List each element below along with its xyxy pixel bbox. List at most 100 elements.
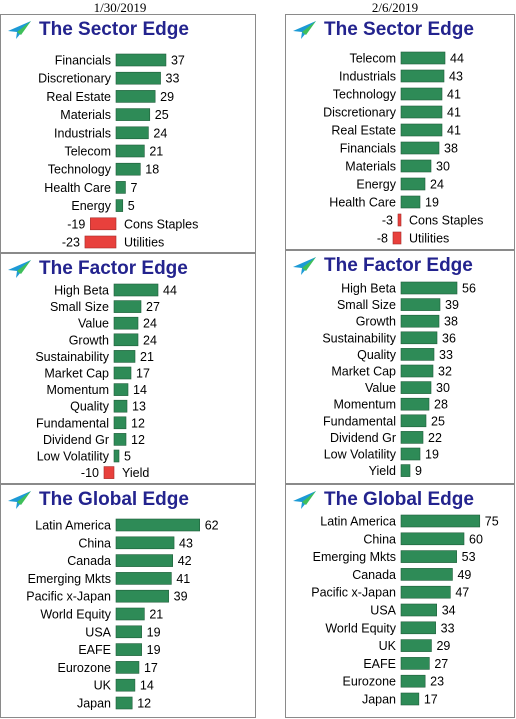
category-label: EAFE xyxy=(363,657,396,671)
bar xyxy=(115,625,142,639)
factor-edge-panel-right: The Factor Edge High Beta 56 Small Size 39 G… xyxy=(285,250,515,484)
category-label: Energy xyxy=(71,199,111,213)
category-label: Low Volatility xyxy=(324,448,397,462)
value-label: 19 xyxy=(425,448,439,462)
sector-edge-panel-right: The Sector Edge Telecom 44 Industrials 43 Te… xyxy=(285,14,515,250)
category-label: Real Estate xyxy=(46,90,111,104)
category-label: Market Cap xyxy=(331,365,396,379)
category-label: Yield xyxy=(369,464,396,478)
bar-chart: High Beta 56 Small Size 39 Growth 38 Sustainab… xyxy=(322,281,476,479)
category-label: Latin America xyxy=(320,515,396,529)
bar xyxy=(400,568,453,581)
bar xyxy=(115,554,174,567)
category-label: Pacific x-Japan xyxy=(26,590,111,604)
value-label: 12 xyxy=(131,433,145,447)
global-edge-panel-right: The Global Edge Latin America 75 China 60 Em… xyxy=(285,484,515,718)
bar xyxy=(400,381,432,394)
bar xyxy=(400,281,458,295)
category-label: Fundamental xyxy=(323,414,396,428)
value-label: 44 xyxy=(163,284,177,298)
value-label: 7 xyxy=(130,181,137,195)
category-label: Energy xyxy=(356,178,396,192)
category-label: Health Care xyxy=(44,181,111,195)
value-label: 21 xyxy=(140,350,154,364)
value-label: 24 xyxy=(430,178,444,192)
bar xyxy=(400,314,440,328)
value-label: 33 xyxy=(441,621,455,635)
arrow-logo-icon xyxy=(293,491,316,509)
bar-chart: Financials 37 Discretionary 33 Real Estate 29… xyxy=(38,53,198,250)
value-label: 60 xyxy=(469,532,483,546)
bar xyxy=(400,657,430,670)
bar xyxy=(113,333,139,347)
value-label: -8 xyxy=(377,232,388,246)
bar xyxy=(115,607,145,621)
date-right: 2/6/2019 xyxy=(371,0,419,15)
category-label: Fundamental xyxy=(36,416,109,430)
category-label: Quality xyxy=(70,400,110,414)
value-label: 24 xyxy=(143,333,157,347)
bar xyxy=(113,300,142,313)
value-label: 12 xyxy=(131,416,145,430)
value-label: 36 xyxy=(442,331,456,345)
value-label: 44 xyxy=(450,52,464,66)
value-label: 30 xyxy=(436,160,450,174)
bar xyxy=(400,464,411,477)
value-label: 38 xyxy=(444,315,458,329)
bar xyxy=(115,53,167,67)
category-label: Small Size xyxy=(337,298,396,312)
chart-title: The Factor Edge xyxy=(324,255,473,276)
value-label: 33 xyxy=(166,72,180,86)
category-label: High Beta xyxy=(341,282,396,296)
value-label: 34 xyxy=(442,604,456,618)
bar xyxy=(400,105,443,119)
value-label: 62 xyxy=(205,519,219,533)
value-label: 30 xyxy=(436,381,450,395)
value-label: 14 xyxy=(140,679,154,693)
category-label: UK xyxy=(94,679,112,693)
bar xyxy=(400,159,432,173)
value-label: 53 xyxy=(462,550,476,564)
value-label: 19 xyxy=(147,625,161,639)
category-label: Discretionary xyxy=(323,106,397,120)
category-label: High Beta xyxy=(54,284,109,298)
bar xyxy=(103,466,115,479)
chart-title: The Sector Edge xyxy=(39,19,189,40)
category-label: Sustainability xyxy=(322,331,396,345)
category-label: Growth xyxy=(69,333,109,347)
value-label: 13 xyxy=(132,400,146,414)
category-label: Latin America xyxy=(35,519,111,533)
category-label: China xyxy=(78,536,111,550)
factor-edge-panel-left: The Factor Edge High Beta 44 Small Size 27 V… xyxy=(0,253,256,484)
category-label: Health Care xyxy=(329,196,396,210)
bar xyxy=(115,144,145,158)
value-label: 24 xyxy=(143,317,157,331)
bar xyxy=(115,678,136,692)
value-label: 32 xyxy=(438,365,452,379)
bar xyxy=(90,217,117,231)
category-label: Technology xyxy=(48,163,112,177)
category-label: Materials xyxy=(345,160,396,174)
bar xyxy=(400,514,481,528)
category-label: Real Estate xyxy=(331,124,396,138)
category-label: Materials xyxy=(60,108,111,122)
arrow-logo-icon xyxy=(8,491,31,509)
category-label: Canada xyxy=(67,554,111,568)
value-label: 24 xyxy=(153,126,167,140)
bar xyxy=(400,69,445,83)
chart-title: The Global Edge xyxy=(324,489,474,510)
bar xyxy=(400,674,426,688)
bar-chart: High Beta 44 Small Size 27 Value 24 Growth 24 Su… xyxy=(35,284,177,481)
bar xyxy=(400,87,443,101)
value-label: 14 xyxy=(133,383,147,397)
category-label: Market Cap xyxy=(44,367,109,381)
bar xyxy=(115,661,140,674)
category-label: Canada xyxy=(352,568,396,582)
bar xyxy=(400,397,430,411)
value-label: 27 xyxy=(146,300,160,314)
category-label: USA xyxy=(370,604,396,618)
bar xyxy=(113,449,120,463)
category-label: Emerging Mkts xyxy=(28,572,111,586)
bar xyxy=(400,364,434,378)
chart-title: The Global Edge xyxy=(39,489,189,510)
